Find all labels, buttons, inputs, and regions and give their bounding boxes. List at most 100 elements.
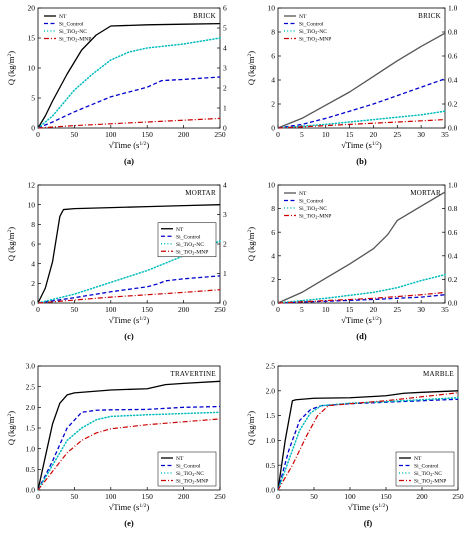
y2-tick-label: 0.8 [448, 204, 458, 213]
y-tick-label: 8 [271, 204, 275, 213]
legend-entry: Si_TiO2-MNP [176, 249, 208, 255]
x-tick-label: 50 [310, 492, 318, 501]
plot-frame [277, 7, 446, 129]
legend-entry: NT [299, 191, 307, 197]
y-tick-label: 0.0 [266, 486, 276, 495]
series-line-si-tio2-mnp [37, 289, 221, 304]
x-tick-label: 10 [322, 305, 330, 314]
x-tick-label: 0 [36, 130, 40, 139]
x-tick-label: 0 [36, 492, 40, 501]
y-tick-label: 6 [271, 228, 275, 237]
x-axis-title: √Time (s1/2) [109, 502, 150, 512]
x-tick-label: 50 [71, 130, 79, 139]
y-tick-label: 4 [271, 251, 275, 260]
y2-tick-label: 2 [223, 84, 227, 93]
x-tick-label: 150 [142, 492, 154, 501]
y-tick-label: 1.0 [26, 444, 36, 453]
y-tick-label: 0.0 [26, 486, 36, 495]
y-tick-label: 0 [31, 299, 35, 308]
y2-tick-label: 0.6 [448, 52, 458, 61]
x-axis-title: √Time (s1/2) [341, 315, 382, 325]
y-tick-label: 6 [31, 240, 35, 249]
x-tick-label: 150 [380, 492, 392, 501]
y-tick-label: 2.0 [26, 403, 36, 412]
x-tick-label: 50 [71, 492, 79, 501]
legend-entry: Si_Control [414, 464, 439, 470]
y-tick-label: 0 [271, 299, 275, 308]
x-tick-label: 0 [276, 305, 280, 314]
series-line-si-tio2-mnp [37, 117, 221, 129]
y2-tick-label: 0 [223, 124, 227, 133]
y-tick-label: 12 [28, 181, 36, 190]
series-line-si-tio2-nc [277, 110, 446, 129]
y2-tick-label: 1 [223, 269, 227, 278]
y2-tick-label: 4 [223, 44, 227, 53]
series-line-si-tio2-mnp [37, 418, 221, 491]
x-tick-label: 5 [300, 130, 304, 139]
series-line-nt [277, 32, 446, 129]
y-tick-label: 6 [271, 52, 275, 61]
y-axis-title: Q (kg/m2) [6, 51, 16, 85]
y-tick-label: 8 [271, 28, 275, 37]
x-tick-label: 100 [105, 492, 117, 501]
x-tick-label: 0 [276, 130, 280, 139]
legend-entry: Si_TiO2-NC [176, 471, 204, 477]
y2-tick-label: 3 [223, 210, 227, 219]
x-tick-label: 10 [322, 130, 330, 139]
series-line-si-tio2-mnp [277, 291, 446, 304]
x-tick-label: 200 [178, 492, 190, 501]
x-tick-label: 15 [346, 130, 354, 139]
series-line-si-control [37, 405, 221, 491]
panel-b: 0 5 10 15 20 25 30 35 0 2 4 6 8 10 0.0 0.2 0.4 0.6 0.8 1.0 B… [246, 4, 458, 166]
legend-entry: NT [414, 456, 422, 462]
x-axis-title: √Time (s1/2) [109, 140, 150, 150]
y2-tick-label: 6 [223, 4, 227, 13]
x-axis-title: √Time (s1/2) [348, 502, 389, 512]
x-tick-label: 0 [36, 305, 40, 314]
legend-entry: Si_Control [176, 234, 201, 240]
y-tick-label: 4 [31, 259, 35, 268]
series-line-nt [277, 191, 446, 304]
plot-frame [277, 365, 459, 491]
series-line-si-tio2-mnp [277, 119, 446, 129]
x-tick-label: 100 [105, 130, 117, 139]
x-tick-label: 50 [71, 305, 79, 314]
panel-e: 0 50 100 150 200 250 0.0 0.5 1.0 1.5 2.0 2.5 3.0 TRAV… [6, 362, 226, 528]
legend-entry: Si_TiO2-MNP [414, 479, 446, 485]
legend-entry: Si_Control [59, 22, 84, 28]
y-tick-label: 1.0 [266, 436, 276, 445]
y-tick-label: 2 [271, 100, 275, 109]
y-tick-label: 3.0 [26, 362, 36, 371]
y-tick-label: 4 [271, 76, 275, 85]
y-tick-label: 2.5 [26, 382, 36, 391]
legend-entry: Si_Control [299, 199, 324, 205]
y-tick-label: 0.5 [266, 461, 276, 470]
x-axis-title: √Time (s1/2) [109, 315, 150, 325]
y-tick-label: 10 [28, 200, 36, 209]
x-tick-label: 35 [441, 130, 449, 139]
series-line-si-control [277, 78, 446, 129]
y-axis-title: Q (kg/m2) [246, 51, 256, 85]
series-line-si-tio2-nc [277, 396, 459, 491]
legend-entry: Si_Control [299, 22, 324, 28]
y2-tick-label: 0.2 [448, 100, 458, 109]
x-axis-title: √Time (s1/2) [341, 140, 382, 150]
legend-entry: Si_TiO2-NC [414, 471, 442, 477]
panel-letter: (b) [356, 156, 367, 166]
y-tick-label: 10 [28, 64, 36, 73]
x-tick-label: 150 [142, 130, 154, 139]
panel-title: MORTAR [410, 189, 441, 197]
legend-entry: Si_TiO2-MNP [59, 37, 91, 43]
x-tick-label: 20 [370, 305, 378, 314]
y2-tick-label: 0.6 [448, 228, 458, 237]
panel-letter: (a) [124, 156, 134, 166]
panel-title: TRAVERTINE [170, 370, 216, 378]
panel-title: MORTAR [185, 189, 216, 197]
x-tick-label: 5 [300, 305, 304, 314]
series-line-si-tio2-nc [37, 37, 221, 129]
y2-tick-label: 0.2 [448, 275, 458, 284]
y2-tick-label: 1 [223, 104, 227, 113]
x-tick-label: 200 [416, 492, 428, 501]
series-line-si-control [37, 76, 221, 129]
y2-tick-label: 0.0 [448, 124, 458, 133]
